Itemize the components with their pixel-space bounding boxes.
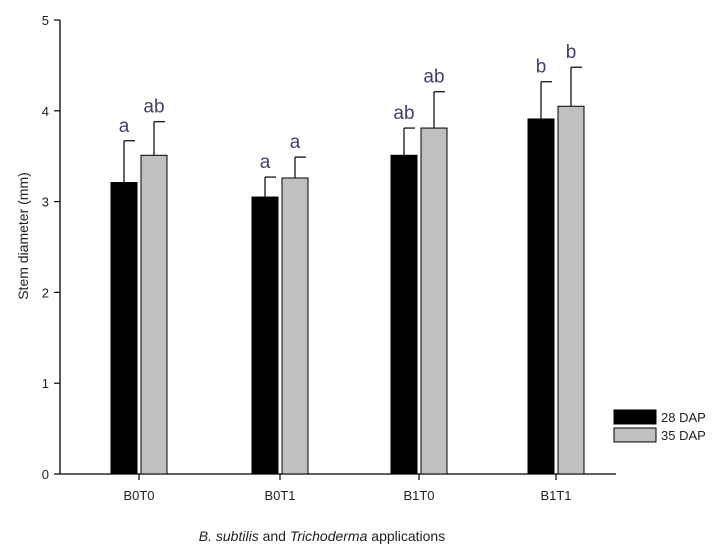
error-bars bbox=[123, 66, 582, 198]
bar-b0t0-35-dap bbox=[140, 154, 168, 475]
bar-b1t0-35-dap bbox=[420, 127, 448, 475]
bar-b1t1-28-dap bbox=[527, 118, 555, 475]
x-tick-label-b0t0: B0T0 bbox=[123, 488, 154, 503]
significance-letter: b bbox=[566, 42, 577, 63]
legend-label-35-dap: 35 DAP bbox=[661, 428, 706, 443]
y-tick-label: 1 bbox=[42, 376, 49, 391]
x-tick-label-b0t1: B0T1 bbox=[264, 488, 295, 503]
y-tick-label: 0 bbox=[42, 467, 49, 482]
y-axis-title: Stem diameter (mm) bbox=[15, 172, 31, 300]
bars bbox=[110, 105, 585, 475]
significance-letter: a bbox=[290, 132, 301, 153]
legend: 28 DAP 35 DAP bbox=[613, 409, 706, 443]
bar-b1t1-35-dap bbox=[557, 105, 585, 475]
legend-label-28-dap: 28 DAP bbox=[661, 410, 706, 425]
significance-letter: a bbox=[119, 116, 130, 137]
legend-swatch-28-dap bbox=[613, 409, 657, 425]
x-tick-label-b1t0: B1T0 bbox=[403, 488, 434, 503]
x-axis-title-part: and bbox=[259, 528, 290, 544]
bar-b0t1-35-dap bbox=[281, 177, 309, 475]
significance-letter: ab bbox=[423, 67, 444, 88]
significance-letter: ab bbox=[393, 103, 414, 124]
bar-b0t0-28-dap bbox=[110, 182, 138, 475]
x-axis-title-part: B. subtilis bbox=[199, 528, 259, 544]
x-tick-label-b1t1: B1T1 bbox=[540, 488, 571, 503]
significance-letter: ab bbox=[143, 97, 164, 118]
legend-swatch-35-dap bbox=[613, 427, 657, 443]
significance-letter: b bbox=[536, 57, 547, 78]
x-axis-title-part: Trichoderma bbox=[290, 528, 368, 544]
significance-letter: a bbox=[260, 152, 271, 173]
y-tick-label: 4 bbox=[42, 104, 49, 119]
y-tick-label: 3 bbox=[42, 195, 49, 210]
y-tick-label: 2 bbox=[42, 285, 49, 300]
x-axis-title-part: applications bbox=[367, 528, 445, 544]
bar-b1t0-28-dap bbox=[390, 154, 418, 475]
y-tick-label: 5 bbox=[42, 13, 49, 28]
bar-b0t1-28-dap bbox=[251, 196, 279, 475]
x-axis-title: B. subtilis and Trichoderma applications bbox=[199, 528, 445, 544]
